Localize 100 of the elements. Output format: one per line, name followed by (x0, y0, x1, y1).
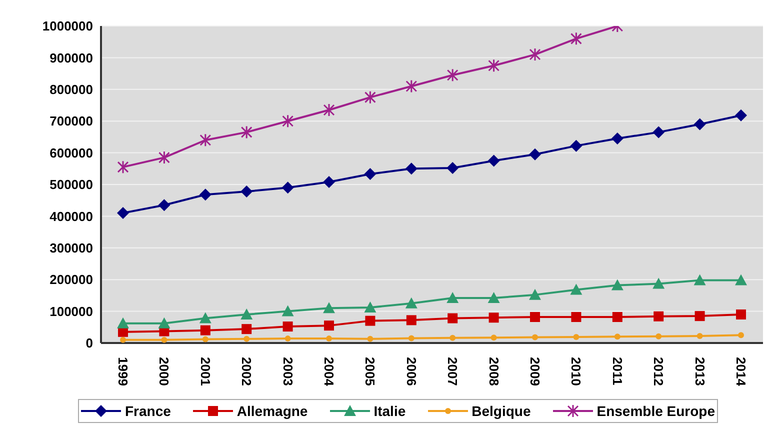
point (529, 148, 541, 160)
point (614, 334, 620, 340)
point (488, 312, 499, 323)
point (530, 312, 540, 322)
point (405, 162, 418, 175)
point (570, 140, 582, 152)
y-tick-label: 200000 (50, 272, 93, 288)
point (365, 316, 376, 326)
point (326, 336, 332, 342)
point (117, 317, 129, 328)
point (488, 154, 500, 167)
point (364, 301, 376, 312)
point (200, 325, 210, 336)
y-tick-label: 500000 (50, 177, 93, 192)
point (694, 311, 705, 322)
point (652, 278, 665, 289)
point (158, 150, 170, 164)
x-tick-label: 2008 (486, 357, 502, 386)
x-tick-label: 2000 (156, 357, 172, 386)
x-tick-label: 2005 (362, 357, 378, 386)
point (282, 114, 294, 128)
point (529, 48, 541, 62)
point (199, 188, 212, 201)
point (573, 334, 580, 340)
point (117, 207, 129, 220)
y-tick-label: 400000 (50, 208, 93, 224)
legend-label: Italie (372, 403, 406, 419)
point (158, 199, 170, 212)
x-tick-label: 2011 (610, 357, 625, 386)
point (656, 333, 662, 340)
x-tick-label: 2004 (322, 357, 336, 387)
point (694, 274, 706, 286)
point (735, 274, 747, 286)
point (735, 109, 747, 122)
point (736, 309, 746, 320)
point (117, 160, 129, 174)
x-tick-label: 2006 (404, 357, 419, 386)
point (200, 133, 212, 147)
point (738, 332, 744, 338)
point (696, 333, 703, 340)
point (202, 336, 208, 342)
x-tick-label: 2002 (239, 357, 254, 386)
point (490, 334, 497, 341)
point (323, 103, 335, 117)
x-tick-label: 2010 (568, 357, 584, 386)
x-tick-label: 2009 (528, 357, 542, 386)
point (364, 168, 376, 180)
y-tick-label: 900000 (50, 50, 93, 66)
point (240, 308, 253, 320)
legend-label: France (124, 403, 171, 419)
point (450, 334, 456, 341)
point (488, 58, 500, 72)
point (406, 315, 416, 326)
point (408, 335, 414, 342)
point (405, 297, 418, 308)
point (161, 336, 168, 343)
point (282, 182, 294, 194)
x-tick-label: 1999 (116, 357, 130, 386)
point (446, 292, 459, 303)
point (242, 324, 252, 334)
point (323, 302, 335, 314)
point (284, 336, 291, 342)
x-tick-label: 2012 (651, 357, 666, 386)
point (694, 118, 706, 130)
point (244, 336, 250, 342)
point (571, 312, 582, 322)
point (654, 311, 664, 322)
point (532, 334, 538, 340)
y-tick-label: 700000 (50, 114, 93, 129)
y-tick-label: 0 (86, 336, 93, 351)
point (611, 132, 624, 145)
x-tick-label: 2001 (198, 357, 213, 386)
point (240, 185, 253, 198)
point (611, 279, 624, 290)
point (448, 313, 458, 324)
x-tick-label: 2013 (692, 357, 708, 386)
point (529, 288, 541, 300)
point (324, 320, 334, 331)
y-tick-label: 600000 (50, 145, 93, 160)
point (612, 312, 622, 322)
x-tick-label: 2003 (280, 357, 296, 386)
x-tick-label: 2007 (445, 357, 460, 386)
point (158, 317, 170, 328)
point (570, 32, 582, 46)
legend-label: Allemagne (236, 403, 308, 419)
point (364, 90, 376, 104)
point (488, 292, 500, 303)
point (367, 336, 374, 342)
y-tick-label: 800000 (50, 82, 93, 98)
point (406, 79, 418, 93)
legend-label: Ensemble Europe (596, 403, 716, 419)
point (446, 68, 458, 82)
point (240, 125, 252, 139)
x-tick-label: 2014 (734, 357, 748, 387)
point (446, 162, 459, 174)
y-tick-label: 1000000 (42, 18, 93, 34)
point (652, 126, 665, 138)
y-tick-label: 300000 (50, 240, 93, 256)
point (120, 336, 126, 343)
y-tick-label: 100000 (50, 304, 93, 319)
